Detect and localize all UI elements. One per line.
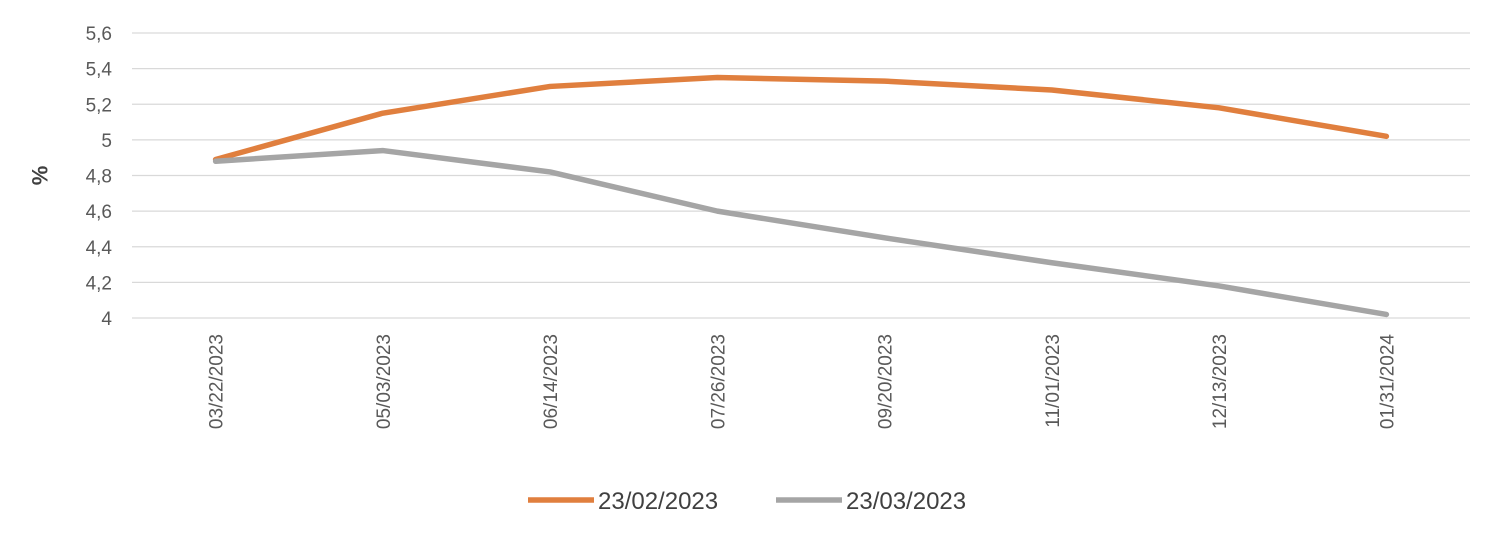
x-tick-label: 06/14/2023 [541, 334, 562, 429]
x-tick-label: 12/13/2023 [1210, 334, 1231, 429]
y-tick-label: 5,2 [86, 95, 112, 116]
y-axis-ticks: 4 4,2 4,4 4,6 4,8 5 5,2 5,4 5,6 [86, 24, 113, 330]
series-line [212, 74, 1390, 163]
legend: 23/02/2023 23/03/2023 [528, 488, 966, 515]
legend-label: 23/02/2023 [598, 488, 718, 515]
x-tick-label: 11/01/2023 [1043, 334, 1064, 428]
x-tick-label: 01/31/2024 [1377, 334, 1398, 430]
gridlines [132, 32, 1470, 319]
legend-label: 23/03/2023 [846, 488, 966, 515]
series-line [212, 147, 1390, 318]
y-tick-label: 4,8 [86, 167, 112, 188]
y-tick-label: 5,6 [86, 24, 112, 45]
series-lines [212, 74, 1390, 318]
y-tick-label: 4,4 [86, 238, 113, 259]
x-tick-label: 05/03/2023 [374, 334, 395, 429]
y-tick-label: 4 [101, 309, 112, 330]
y-tick-label: 4,2 [86, 273, 112, 294]
x-tick-label: 03/22/2023 [207, 334, 228, 429]
x-tick-label: 07/26/2023 [708, 334, 729, 429]
y-tick-label: 5,4 [86, 60, 113, 81]
y-axis-title: % [28, 166, 53, 186]
x-tick-label: 09/20/2023 [876, 334, 897, 429]
x-axis-ticks: 03/22/2023 05/03/2023 06/14/2023 07/26/2023… [207, 334, 1399, 430]
y-tick-label: 4,6 [86, 202, 112, 223]
y-tick-label: 5 [101, 131, 112, 152]
